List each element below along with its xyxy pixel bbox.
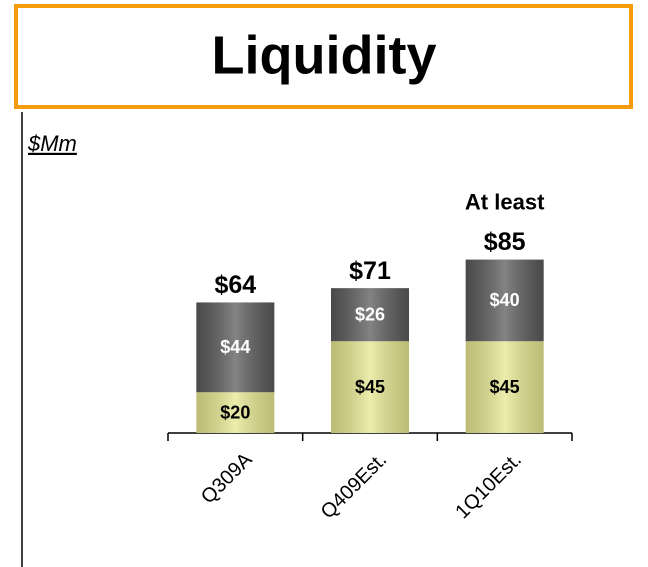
unit-label: $Mm xyxy=(27,131,77,156)
total-label: $64 xyxy=(214,271,256,299)
bar-shine xyxy=(465,259,544,342)
chart-title: Liquidity xyxy=(212,25,437,85)
bar-shine xyxy=(196,302,275,393)
x-tick-label: 1Q10Est. xyxy=(451,449,526,524)
bar-shine xyxy=(331,341,409,433)
x-tick-label: Q309A xyxy=(197,448,257,508)
title-box xyxy=(14,4,633,109)
value-label: $26 xyxy=(355,304,385,324)
value-label: $45 xyxy=(490,377,520,397)
annotation: At least xyxy=(465,189,545,214)
total-label: $71 xyxy=(349,257,391,285)
bar-shine xyxy=(331,288,409,342)
x-tick-label: Q409Est. xyxy=(317,449,392,524)
bar-shine xyxy=(196,392,275,433)
value-label: $45 xyxy=(355,377,385,397)
total-label: $85 xyxy=(484,228,526,256)
bar-shine xyxy=(465,341,544,433)
value-label: $20 xyxy=(220,402,250,422)
value-label: $40 xyxy=(490,290,520,310)
value-label: $44 xyxy=(220,337,250,357)
